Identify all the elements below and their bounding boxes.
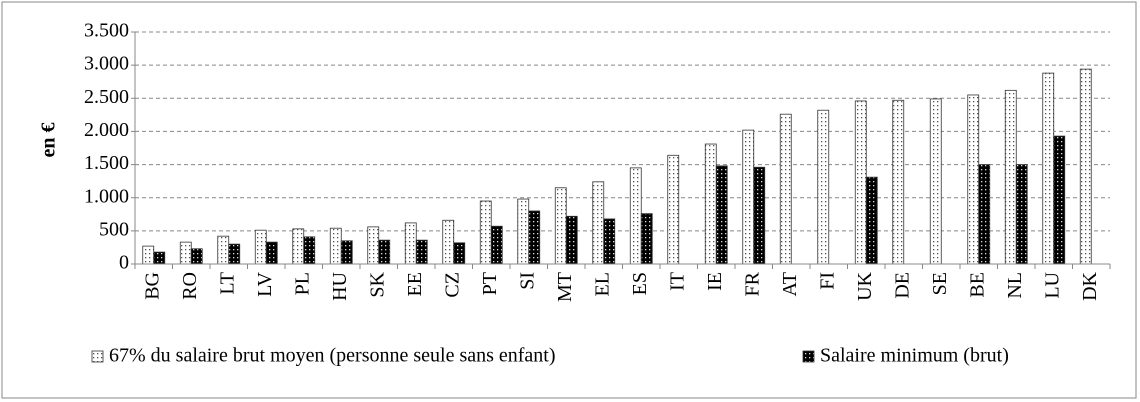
bar xyxy=(179,241,192,265)
bar xyxy=(978,164,991,265)
bar xyxy=(367,226,380,265)
x-tick-label: FR xyxy=(741,271,763,296)
x-tick-label: EE xyxy=(404,272,426,296)
x-tick-label: DE xyxy=(891,272,913,299)
x-tick-label: UK xyxy=(854,271,876,300)
x-tick-label: NL xyxy=(1004,272,1026,299)
y-tick-label: 1.000 xyxy=(84,185,129,207)
x-tick-label: EL xyxy=(591,272,613,296)
bar xyxy=(254,229,267,265)
bar xyxy=(490,225,503,265)
bar xyxy=(667,154,680,265)
legend-swatch xyxy=(802,350,815,363)
bar xyxy=(442,219,455,265)
bar xyxy=(629,167,642,265)
x-tick-label: ES xyxy=(629,272,651,295)
bar xyxy=(517,198,530,265)
y-axis-label: en € xyxy=(38,123,60,158)
bar xyxy=(153,251,166,265)
x-tick-label: BG xyxy=(141,272,163,300)
x-tick-label: IT xyxy=(666,272,688,291)
x-tick-label: LT xyxy=(216,272,238,295)
bar xyxy=(378,239,391,265)
x-tick-label: PL xyxy=(291,272,313,295)
bar xyxy=(528,210,541,265)
legend-label: 67% du salaire brut moyen (personne seul… xyxy=(109,345,556,367)
bar xyxy=(742,129,755,265)
x-tick-label: FI xyxy=(816,272,838,290)
y-tick-label: 0 xyxy=(119,252,129,274)
bar xyxy=(1042,72,1055,265)
bar xyxy=(404,222,417,265)
legend-label: Salaire minimum (brut) xyxy=(820,345,1009,367)
bar xyxy=(753,166,766,265)
bar xyxy=(479,200,492,265)
x-tick-label: AT xyxy=(779,272,801,296)
bar xyxy=(292,228,305,265)
y-tick-label: 2.000 xyxy=(84,119,129,141)
bar xyxy=(190,248,203,265)
bar xyxy=(1079,68,1092,265)
bar xyxy=(854,100,867,265)
bar xyxy=(340,240,353,265)
x-tick-label: SK xyxy=(366,271,388,297)
y-tick-label: 1.500 xyxy=(84,152,129,174)
bar xyxy=(603,218,616,265)
x-tick-label: IE xyxy=(704,272,726,291)
bar xyxy=(929,98,942,265)
x-tick-label: HU xyxy=(329,271,351,300)
x-tick-label: SE xyxy=(929,272,951,295)
bar xyxy=(142,245,155,265)
y-tick-label: 500 xyxy=(99,218,129,240)
bar xyxy=(1015,164,1028,265)
x-tick-label: BE xyxy=(966,272,988,298)
bar xyxy=(715,165,728,265)
x-tick-label: LU xyxy=(1041,271,1063,298)
bar xyxy=(892,99,905,265)
y-tick-label: 3.000 xyxy=(84,53,129,75)
x-tick-label: PT xyxy=(479,272,501,295)
bar xyxy=(453,242,466,265)
bar xyxy=(329,227,342,265)
bar xyxy=(228,243,241,265)
bar xyxy=(817,109,830,265)
bar xyxy=(704,143,717,265)
x-tick-label: RO xyxy=(179,272,201,300)
y-tick-label: 2.500 xyxy=(84,86,129,108)
bar xyxy=(865,176,878,265)
x-tick-label: SI xyxy=(516,272,538,290)
bar xyxy=(640,213,653,265)
x-tick-label: DK xyxy=(1079,271,1101,300)
bar xyxy=(415,239,428,265)
y-tick-label: 3.500 xyxy=(84,20,129,42)
bar xyxy=(565,215,578,265)
x-tick-label: MT xyxy=(554,272,576,302)
bar xyxy=(1004,89,1017,265)
bar xyxy=(265,241,278,265)
bar xyxy=(779,113,792,265)
bar xyxy=(1053,135,1066,265)
bar xyxy=(303,236,316,265)
x-tick-label: LV xyxy=(254,271,276,296)
bar xyxy=(554,187,567,265)
bar xyxy=(967,94,980,265)
bar xyxy=(217,235,230,265)
legend-swatch xyxy=(91,350,104,363)
bar xyxy=(592,181,605,265)
x-tick-label: CZ xyxy=(441,272,463,298)
